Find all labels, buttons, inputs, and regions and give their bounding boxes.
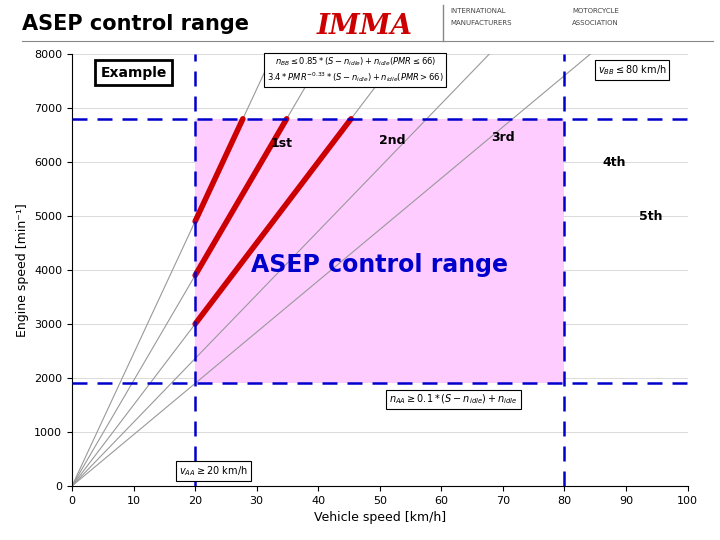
Text: ASSOCIATION: ASSOCIATION	[572, 20, 619, 26]
Text: 5th: 5th	[639, 210, 662, 222]
Text: 1st: 1st	[270, 137, 292, 150]
Text: $v_{BB} \leq 80$ km/h: $v_{BB} \leq 80$ km/h	[598, 63, 667, 77]
Text: Example: Example	[100, 66, 167, 80]
Text: INTERNATIONAL: INTERNATIONAL	[450, 8, 505, 14]
Y-axis label: Engine speed [min⁻¹]: Engine speed [min⁻¹]	[16, 203, 29, 337]
Text: ASEP control range: ASEP control range	[251, 253, 508, 276]
Bar	[195, 119, 564, 383]
Text: MANUFACTURERS: MANUFACTURERS	[450, 20, 511, 26]
Text: 4th: 4th	[602, 156, 626, 168]
Text: $v_{AA} \geq 20$ km/h: $v_{AA} \geq 20$ km/h	[179, 464, 248, 478]
Text: MOTORCYCLE: MOTORCYCLE	[572, 8, 619, 14]
Text: $n_{BB} \leq 0.85 * (S - n_{idle}) + n_{idle}(PMR \leq 66)$
$3.4 * PMR^{-0.33} *: $n_{BB} \leq 0.85 * (S - n_{idle}) + n_{…	[267, 56, 444, 84]
Text: IMMA: IMMA	[317, 14, 413, 40]
Text: $n_{AA} \geq 0.1 * (S - n_{idle}) + n_{idle}$: $n_{AA} \geq 0.1 * (S - n_{idle}) + n_{i…	[390, 393, 518, 407]
X-axis label: Vehicle speed [km/h]: Vehicle speed [km/h]	[314, 511, 446, 524]
Text: 2nd: 2nd	[379, 134, 405, 147]
Text: 3rd: 3rd	[491, 131, 515, 144]
Text: ASEP control range: ASEP control range	[22, 14, 248, 33]
